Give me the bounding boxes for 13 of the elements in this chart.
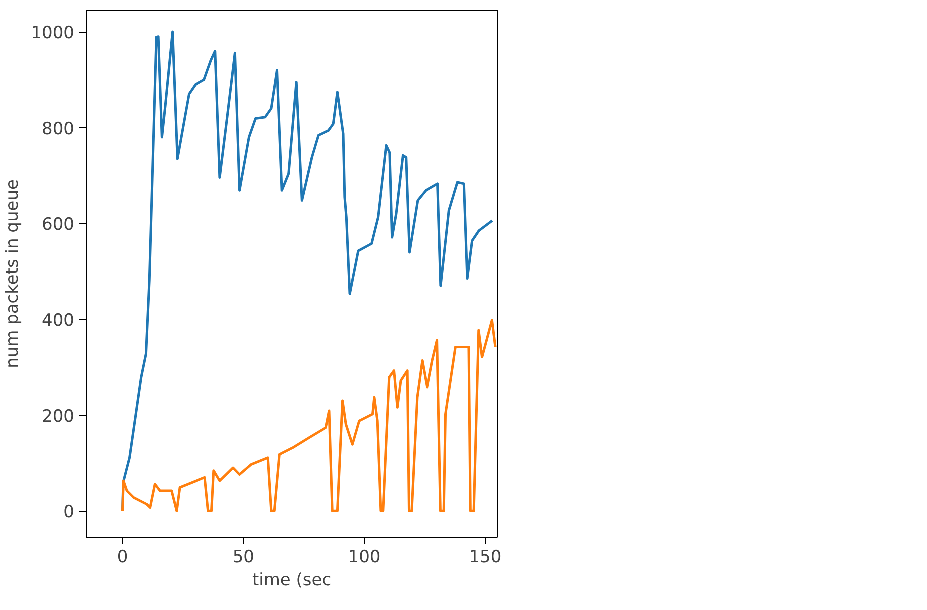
line-series — [122, 319, 497, 512]
y-tick-label: 400 — [42, 311, 75, 332]
x-tick-label: 0 — [117, 548, 128, 568]
y-tick-label: 200 — [42, 406, 75, 427]
x-tick-label: 150 — [469, 548, 502, 568]
y-axis-title: num packets in queue — [3, 180, 24, 368]
y-tick-label: 0 — [64, 502, 75, 523]
x-axis-title: time (sec — [252, 570, 332, 590]
y-tick-label: 1000 — [31, 24, 74, 44]
y-tick-label: 600 — [42, 215, 75, 236]
y-tick-label: 800 — [42, 119, 75, 140]
x-tick-label: 50 — [232, 548, 254, 568]
x-tick-label: 100 — [348, 548, 381, 568]
